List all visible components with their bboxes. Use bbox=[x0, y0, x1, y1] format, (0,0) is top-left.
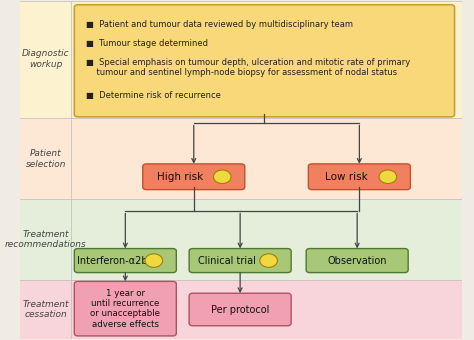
Text: 1 year or
until recurrence
or unacceptable
adverse effects: 1 year or until recurrence or unacceptab… bbox=[91, 289, 160, 329]
Text: Low risk: Low risk bbox=[325, 172, 367, 182]
Text: 4: 4 bbox=[265, 256, 272, 265]
Text: 2: 2 bbox=[385, 172, 391, 181]
Circle shape bbox=[213, 170, 231, 184]
Text: Interferon-α2b: Interferon-α2b bbox=[77, 256, 147, 266]
Bar bbox=[20, 280, 462, 339]
Text: Treatment
cessation: Treatment cessation bbox=[23, 300, 69, 319]
Text: ■  Determine risk of recurrence: ■ Determine risk of recurrence bbox=[86, 91, 221, 100]
Text: 3: 3 bbox=[151, 256, 157, 265]
Text: Diagnostic
workup: Diagnostic workup bbox=[22, 49, 70, 69]
Text: 1: 1 bbox=[219, 172, 225, 181]
Text: Clinical trial: Clinical trial bbox=[198, 256, 256, 266]
Bar bbox=[20, 119, 462, 199]
Circle shape bbox=[260, 254, 277, 267]
Bar bbox=[20, 199, 462, 280]
Text: Treatment
recommendations: Treatment recommendations bbox=[5, 230, 87, 249]
FancyBboxPatch shape bbox=[189, 293, 291, 326]
Circle shape bbox=[379, 170, 397, 184]
FancyBboxPatch shape bbox=[309, 164, 410, 190]
Bar bbox=[20, 1, 462, 118]
Text: High risk: High risk bbox=[157, 172, 204, 182]
FancyBboxPatch shape bbox=[143, 164, 245, 190]
FancyBboxPatch shape bbox=[74, 249, 176, 273]
Text: Patient
selection: Patient selection bbox=[26, 149, 66, 169]
Text: Observation: Observation bbox=[328, 256, 387, 266]
Text: Per protocol: Per protocol bbox=[211, 305, 269, 314]
FancyBboxPatch shape bbox=[74, 5, 455, 117]
FancyBboxPatch shape bbox=[189, 249, 291, 273]
Text: ■  Tumour stage determined: ■ Tumour stage determined bbox=[86, 39, 208, 49]
Text: ■  Special emphasis on tumour depth, ulceration and mitotic rate of primary
    : ■ Special emphasis on tumour depth, ulce… bbox=[86, 57, 410, 77]
Circle shape bbox=[145, 254, 163, 267]
FancyBboxPatch shape bbox=[306, 249, 408, 273]
FancyBboxPatch shape bbox=[74, 282, 176, 336]
Text: ■  Patient and tumour data reviewed by multidisciplinary team: ■ Patient and tumour data reviewed by mu… bbox=[86, 20, 353, 29]
